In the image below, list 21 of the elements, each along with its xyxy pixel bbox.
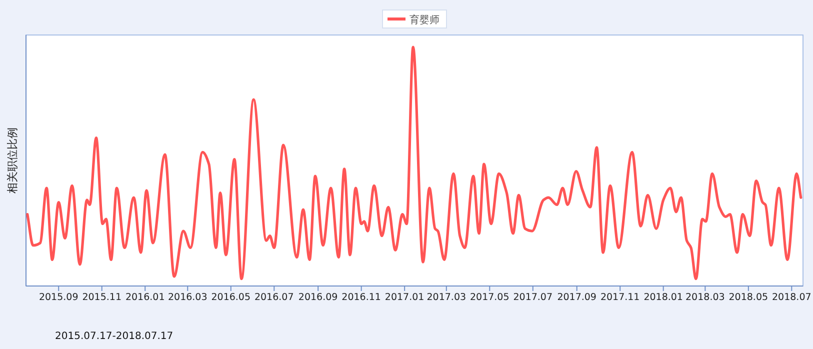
x-tick-label: 2017.11	[600, 292, 640, 303]
x-tick-label: 2018.03	[686, 292, 725, 303]
x-tick-label: 2015.09	[38, 292, 78, 303]
text: 2015.07.17-2018.07.17	[55, 331, 174, 342]
x-tick-label: 2017.03	[426, 292, 466, 303]
legend-label: 育婴师	[410, 14, 440, 26]
x-tick-label: 2017.07	[513, 292, 553, 303]
x-tick-label: 2017.09	[557, 292, 596, 303]
x-tick-label: 2018.01	[644, 292, 683, 303]
x-tick-label: 2016.09	[298, 292, 338, 303]
x-tick-label: 2016.03	[168, 292, 208, 303]
x-tick-label: 2017.05	[470, 292, 510, 303]
x-tick-label: 2016.07	[254, 292, 294, 303]
x-tick-label: 2017.01	[384, 292, 424, 303]
y-axis-title: 相关职位比例	[6, 128, 19, 194]
x-tick-label: 2016.05	[211, 292, 251, 303]
x-tick-label: 2016.11	[342, 292, 381, 303]
x-tick-label: 2015.11	[82, 292, 122, 303]
x-tick-label: 2016.01	[125, 292, 165, 303]
x-tick-label: 2018.05	[728, 292, 768, 303]
x-tick-label: 2018.07	[772, 292, 812, 303]
